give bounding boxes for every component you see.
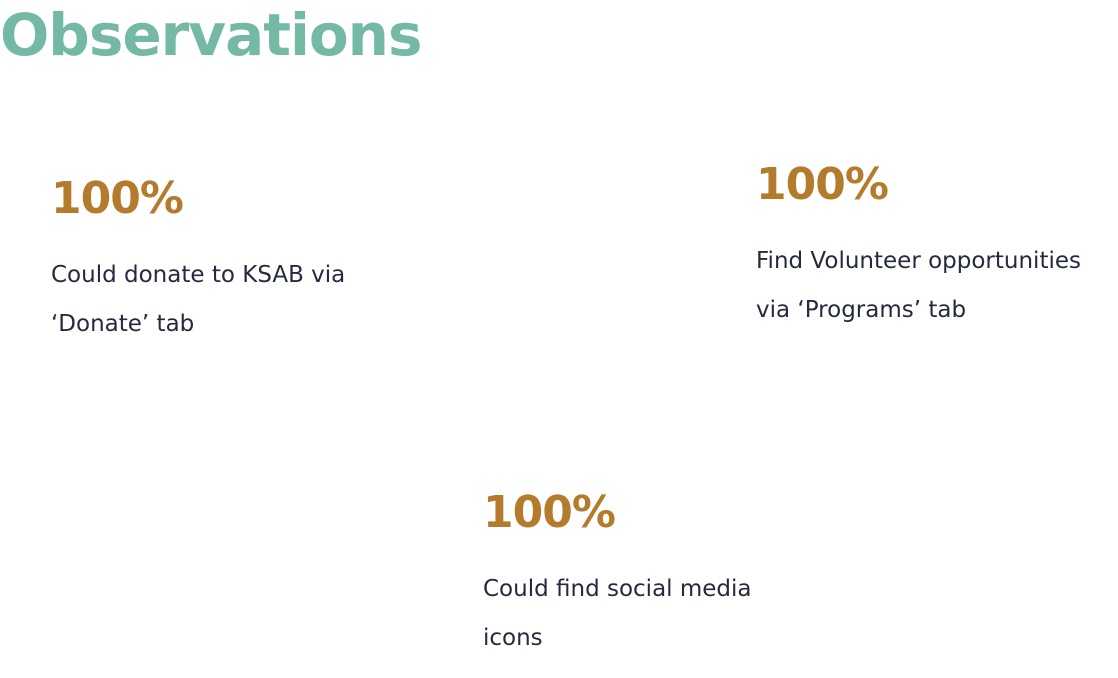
observation-social-media: 100% Could find social media icons (483, 491, 752, 663)
stat-description-line: icons (483, 625, 543, 651)
stat-description: Could find social media icons (483, 565, 752, 663)
stat-description-line: Find Volunteer opportunities (756, 248, 1081, 274)
stat-value: 100% (51, 173, 184, 224)
page-title: Observations (0, 1, 422, 69)
stat-value: 100% (756, 159, 889, 210)
stat-description: Could donate to KSAB via ‘Donate’ tab (51, 251, 345, 349)
stat-description-line: Could find social media (483, 576, 752, 602)
observation-donate: 100% Could donate to KSAB via ‘Donate’ t… (51, 177, 345, 349)
stat-description-line: ‘Donate’ tab (51, 311, 195, 337)
stat-value: 100% (483, 487, 616, 538)
stat-description-line: Could donate to KSAB via (51, 262, 346, 288)
observation-volunteer: 100% Find Volunteer opportunities via ‘P… (756, 163, 1081, 335)
stat-description-line: via ‘Programs’ tab (756, 297, 967, 323)
stat-description: Find Volunteer opportunities via ‘Progra… (756, 237, 1081, 335)
